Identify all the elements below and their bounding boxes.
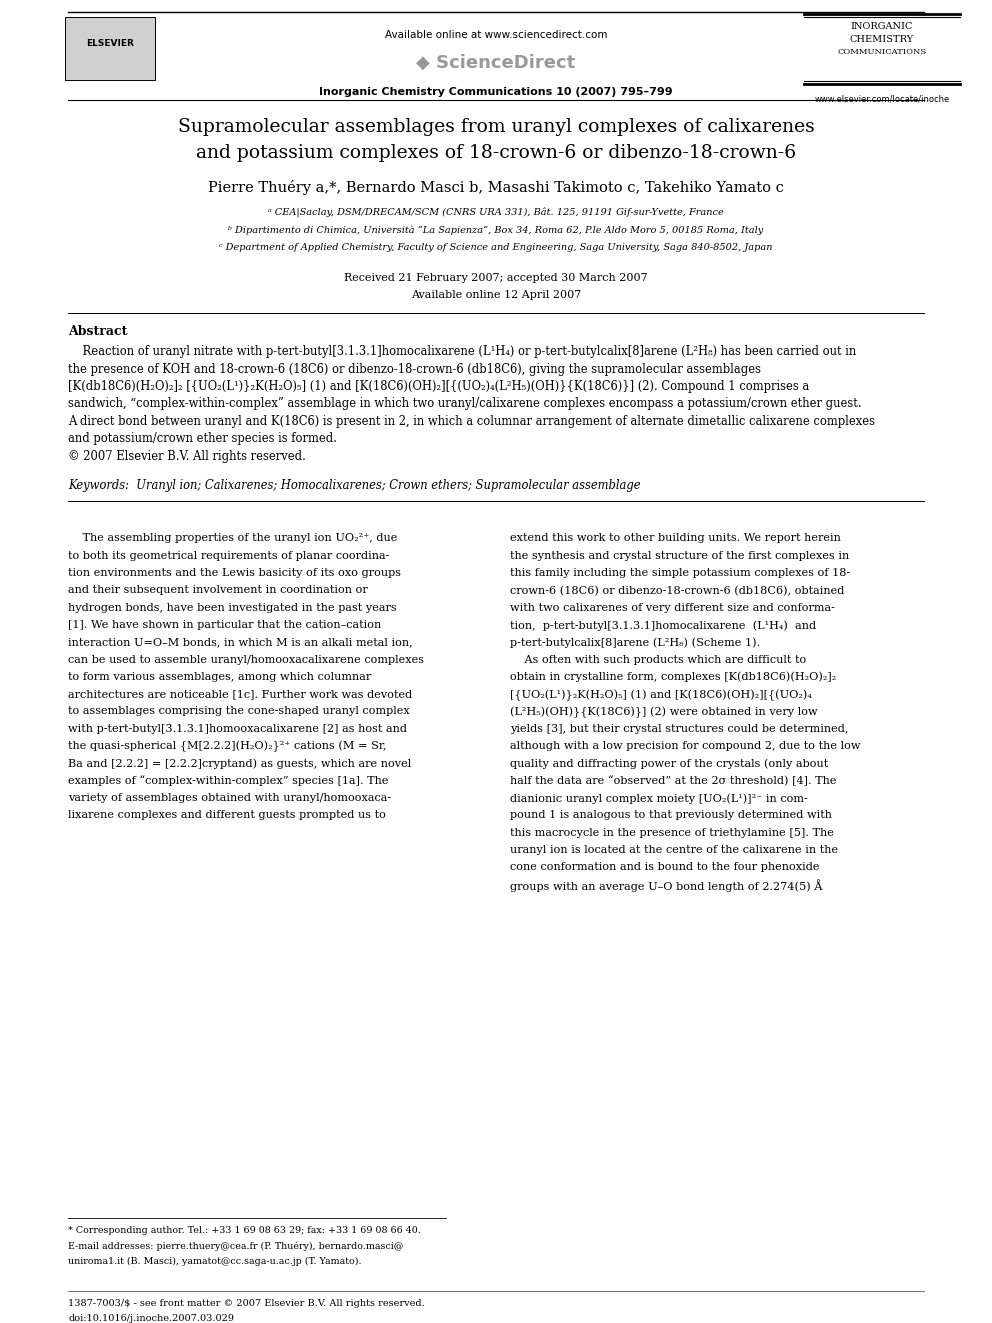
Text: [1]. We have shown in particular that the cation–cation: [1]. We have shown in particular that th… <box>68 620 381 630</box>
Text: to both its geometrical requirements of planar coordina-: to both its geometrical requirements of … <box>68 550 390 561</box>
Text: sandwich, “complex-within-complex” assemblage in which two uranyl/calixarene com: sandwich, “complex-within-complex” assem… <box>68 397 862 410</box>
Text: As often with such products which are difficult to: As often with such products which are di… <box>510 655 806 664</box>
Text: Reaction of uranyl nitrate with p-tert-butyl[3.1.3.1]homocalixarene (L¹H₄) or p-: Reaction of uranyl nitrate with p-tert-b… <box>68 345 856 359</box>
Text: Inorganic Chemistry Communications 10 (2007) 795–799: Inorganic Chemistry Communications 10 (2… <box>319 87 673 97</box>
Text: the presence of KOH and 18-crown-6 (18C6) or dibenzo-18-crown-6 (db18C6), giving: the presence of KOH and 18-crown-6 (18C6… <box>68 363 761 376</box>
Text: A direct bond between uranyl and K(18C6) is present in 2, in which a columnar ar: A direct bond between uranyl and K(18C6)… <box>68 415 875 429</box>
Text: ᶜ Department of Applied Chemistry, Faculty of Science and Engineering, Saga Univ: ᶜ Department of Applied Chemistry, Facul… <box>219 243 773 251</box>
Text: * Corresponding author. Tel.: +33 1 69 08 63 29; fax: +33 1 69 08 66 40.: * Corresponding author. Tel.: +33 1 69 0… <box>68 1226 421 1234</box>
Text: uniroma1.it (B. Masci), yamatot@cc.saga-u.ac.jp (T. Yamato).: uniroma1.it (B. Masci), yamatot@cc.saga-… <box>68 1257 361 1266</box>
Text: INORGANIC: INORGANIC <box>851 22 914 30</box>
Text: pound 1 is analogous to that previously determined with: pound 1 is analogous to that previously … <box>510 810 832 820</box>
Text: CHEMISTRY: CHEMISTRY <box>850 34 914 44</box>
Text: half the data are “observed” at the 2σ threshold) [4]. The: half the data are “observed” at the 2σ t… <box>510 775 836 786</box>
Text: uranyl ion is located at the centre of the calixarene in the: uranyl ion is located at the centre of t… <box>510 845 838 855</box>
Text: 1387-7003/$ - see front matter © 2007 Elsevier B.V. All rights reserved.: 1387-7003/$ - see front matter © 2007 El… <box>68 1299 425 1308</box>
Text: doi:10.1016/j.inoche.2007.03.029: doi:10.1016/j.inoche.2007.03.029 <box>68 1314 234 1323</box>
Text: with p-tert-butyl[3.1.3.1]homooxacalixarene [2] as host and: with p-tert-butyl[3.1.3.1]homooxacalixar… <box>68 724 407 734</box>
Text: COMMUNICATIONS: COMMUNICATIONS <box>837 48 927 56</box>
Text: extend this work to other building units. We report herein: extend this work to other building units… <box>510 533 841 544</box>
Text: [{UO₂(L¹)}₂K(H₂O)₅] (1) and [K(18C6)(OH)₂][{(UO₂)₄: [{UO₂(L¹)}₂K(H₂O)₅] (1) and [K(18C6)(OH)… <box>510 689 811 701</box>
Bar <box>65 17 155 79</box>
Text: (L²H₅)(OH)}{K(18C6)}] (2) were obtained in very low: (L²H₅)(OH)}{K(18C6)}] (2) were obtained … <box>510 706 817 718</box>
Text: Available online 12 April 2007: Available online 12 April 2007 <box>411 291 581 300</box>
Text: can be used to assemble uranyl/homooxacalixarene complexes: can be used to assemble uranyl/homooxaca… <box>68 655 424 664</box>
Text: Pierre Thuéry a,*, Bernardo Masci b, Masashi Takimoto c, Takehiko Yamato c: Pierre Thuéry a,*, Bernardo Masci b, Mas… <box>208 180 784 194</box>
Text: variety of assemblages obtained with uranyl/homooxaca-: variety of assemblages obtained with ura… <box>68 792 391 803</box>
Text: cone conformation and is bound to the four phenoxide: cone conformation and is bound to the fo… <box>510 863 819 872</box>
Text: crown-6 (18C6) or dibenzo-18-crown-6 (db18C6), obtained: crown-6 (18C6) or dibenzo-18-crown-6 (db… <box>510 585 844 595</box>
Text: lixarene complexes and different guests prompted us to: lixarene complexes and different guests … <box>68 810 386 820</box>
Text: Abstract: Abstract <box>68 325 127 337</box>
Text: tion environments and the Lewis basicity of its oxo groups: tion environments and the Lewis basicity… <box>68 568 401 578</box>
Text: and potassium/crown ether species is formed.: and potassium/crown ether species is for… <box>68 433 337 446</box>
Text: quality and diffracting power of the crystals (only about: quality and diffracting power of the cry… <box>510 758 828 769</box>
Text: examples of “complex-within-complex” species [1a]. The: examples of “complex-within-complex” spe… <box>68 775 389 786</box>
Text: to assemblages comprising the cone-shaped uranyl complex: to assemblages comprising the cone-shape… <box>68 706 410 717</box>
Text: groups with an average U–O bond length of 2.274(5) Å: groups with an average U–O bond length o… <box>510 880 822 892</box>
Text: the quasi-spherical {M[2.2.2](H₂O)₂}²⁺ cations (M = Sr,: the quasi-spherical {M[2.2.2](H₂O)₂}²⁺ c… <box>68 741 387 753</box>
Text: Received 21 February 2007; accepted 30 March 2007: Received 21 February 2007; accepted 30 M… <box>344 273 648 283</box>
Text: p-tert-butylcalix[8]arene (L²H₈) (Scheme 1).: p-tert-butylcalix[8]arene (L²H₈) (Scheme… <box>510 638 760 648</box>
Text: tion,  p-tert-butyl[3.1.3.1]homocalixarene  (L¹H₄)  and: tion, p-tert-butyl[3.1.3.1]homocalixaren… <box>510 620 816 631</box>
Text: the synthesis and crystal structure of the first complexes in: the synthesis and crystal structure of t… <box>510 550 849 561</box>
Text: ◆ ScienceDirect: ◆ ScienceDirect <box>417 54 575 71</box>
Text: ELSEVIER: ELSEVIER <box>86 38 134 48</box>
Text: yields [3], but their crystal structures could be determined,: yields [3], but their crystal structures… <box>510 724 848 734</box>
Text: E-mail addresses: pierre.thuery@cea.fr (P. Thuéry), bernardo.masci@: E-mail addresses: pierre.thuery@cea.fr (… <box>68 1241 404 1252</box>
Text: and their subsequent involvement in coordination or: and their subsequent involvement in coor… <box>68 585 368 595</box>
Text: © 2007 Elsevier B.V. All rights reserved.: © 2007 Elsevier B.V. All rights reserved… <box>68 450 306 463</box>
Text: hydrogen bonds, have been investigated in the past years: hydrogen bonds, have been investigated i… <box>68 603 397 613</box>
Text: obtain in crystalline form, complexes [K(db18C6)(H₂O)₂]₂: obtain in crystalline form, complexes [K… <box>510 672 836 683</box>
Text: this macrocycle in the presence of triethylamine [5]. The: this macrocycle in the presence of triet… <box>510 828 834 837</box>
Text: to form various assemblages, among which columnar: to form various assemblages, among which… <box>68 672 371 681</box>
Text: Keywords:  Uranyl ion; Calixarenes; Homocalixarenes; Crown ethers; Supramolecula: Keywords: Uranyl ion; Calixarenes; Homoc… <box>68 479 641 492</box>
Text: www.elsevier.com/locate/inoche: www.elsevier.com/locate/inoche <box>814 94 949 103</box>
Text: with two calixarenes of very different size and conforma-: with two calixarenes of very different s… <box>510 603 835 613</box>
Text: Available online at www.sciencedirect.com: Available online at www.sciencedirect.co… <box>385 30 607 40</box>
Text: interaction U=O–M bonds, in which M is an alkali metal ion,: interaction U=O–M bonds, in which M is a… <box>68 638 413 647</box>
Text: architectures are noticeable [1c]. Further work was devoted: architectures are noticeable [1c]. Furth… <box>68 689 413 699</box>
Text: Ba and [2.2.2] = [2.2.2]cryptand) as guests, which are novel: Ba and [2.2.2] = [2.2.2]cryptand) as gue… <box>68 758 412 769</box>
Text: this family including the simple potassium complexes of 18-: this family including the simple potassi… <box>510 568 850 578</box>
Text: Supramolecular assemblages from uranyl complexes of calixarenes
and potassium co: Supramolecular assemblages from uranyl c… <box>178 118 814 163</box>
Text: dianionic uranyl complex moiety [UO₂(L¹)]²⁻ in com-: dianionic uranyl complex moiety [UO₂(L¹)… <box>510 792 807 803</box>
Text: The assembling properties of the uranyl ion UO₂²⁺, due: The assembling properties of the uranyl … <box>68 533 398 544</box>
Text: [K(db18C6)(H₂O)₂]₂ [{UO₂(L¹)}₂K(H₂O)₅] (1) and [K(18C6)(OH)₂][{(UO₂)₄(L²H₅)(OH)}: [K(db18C6)(H₂O)₂]₂ [{UO₂(L¹)}₂K(H₂O)₅] (… <box>68 380 809 393</box>
Text: ᵃ CEA|Saclay, DSM/DRECAM/SCM (CNRS URA 331), Bât. 125, 91191 Gif-sur-Yvette, Fra: ᵃ CEA|Saclay, DSM/DRECAM/SCM (CNRS URA 3… <box>268 208 724 218</box>
Text: ᵇ Dipartimento di Chimica, Università “La Sapienza”, Box 34, Roma 62, P.le Aldo : ᵇ Dipartimento di Chimica, Università “L… <box>228 225 764 235</box>
Text: although with a low precision for compound 2, due to the low: although with a low precision for compou… <box>510 741 860 751</box>
